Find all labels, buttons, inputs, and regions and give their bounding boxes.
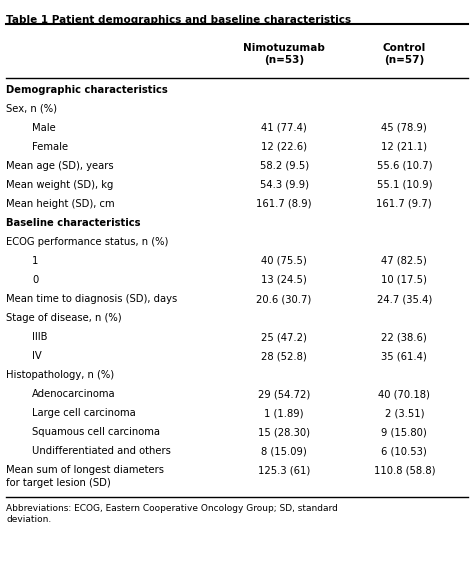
Text: Nimotuzumab
(n=53): Nimotuzumab (n=53) [243,43,325,64]
Text: Mean sum of longest diameters
for target lesion (SD): Mean sum of longest diameters for target… [6,466,164,488]
Text: 8 (15.09): 8 (15.09) [261,447,307,456]
Text: 28 (52.8): 28 (52.8) [261,351,307,361]
Text: IV: IV [32,351,42,361]
Text: Stage of disease, n (%): Stage of disease, n (%) [6,313,122,323]
Text: Adenocarcinoma: Adenocarcinoma [32,389,116,399]
Text: 29 (54.72): 29 (54.72) [258,389,310,399]
Text: Abbreviations: ECOG, Eastern Cooperative Oncology Group; SD, standard
deviation.: Abbreviations: ECOG, Eastern Cooperative… [6,504,338,524]
Text: Mean age (SD), years: Mean age (SD), years [6,161,114,171]
Text: Table 1 Patient demographics and baseline characteristics: Table 1 Patient demographics and baselin… [6,14,351,25]
Text: 12 (21.1): 12 (21.1) [381,142,427,151]
Text: 6 (10.53): 6 (10.53) [382,447,427,456]
Text: 1: 1 [32,256,38,266]
Text: IIIB: IIIB [32,332,47,342]
Text: 25 (47.2): 25 (47.2) [261,332,307,342]
Text: 125.3 (61): 125.3 (61) [258,466,310,476]
Text: 47 (82.5): 47 (82.5) [382,256,427,266]
Text: Male: Male [32,122,56,133]
Text: 58.2 (9.5): 58.2 (9.5) [260,161,309,171]
Text: 40 (70.18): 40 (70.18) [378,389,430,399]
Text: 22 (38.6): 22 (38.6) [382,332,427,342]
Text: 45 (78.9): 45 (78.9) [382,122,427,133]
Text: 10 (17.5): 10 (17.5) [382,275,427,285]
Text: 13 (24.5): 13 (24.5) [261,275,307,285]
Text: 54.3 (9.9): 54.3 (9.9) [260,180,309,190]
Text: Sex, n (%): Sex, n (%) [6,104,57,114]
Text: 55.6 (10.7): 55.6 (10.7) [376,161,432,171]
Text: 35 (61.4): 35 (61.4) [382,351,427,361]
Text: 110.8 (58.8): 110.8 (58.8) [374,466,435,476]
Text: 20.6 (30.7): 20.6 (30.7) [256,294,312,304]
Text: Mean weight (SD), kg: Mean weight (SD), kg [6,180,113,190]
Text: 2 (3.51): 2 (3.51) [384,408,424,418]
Text: 161.7 (8.9): 161.7 (8.9) [256,199,312,209]
Text: 1 (1.89): 1 (1.89) [264,408,304,418]
Text: 161.7 (9.7): 161.7 (9.7) [376,199,432,209]
Text: Female: Female [32,142,68,151]
Text: 24.7 (35.4): 24.7 (35.4) [377,294,432,304]
Text: 12 (22.6): 12 (22.6) [261,142,307,151]
Text: 55.1 (10.9): 55.1 (10.9) [376,180,432,190]
Text: Mean height (SD), cm: Mean height (SD), cm [6,199,115,209]
Text: Histopathology, n (%): Histopathology, n (%) [6,370,114,380]
Text: 40 (75.5): 40 (75.5) [261,256,307,266]
Text: ECOG performance status, n (%): ECOG performance status, n (%) [6,237,168,247]
Text: Large cell carcinoma: Large cell carcinoma [32,408,136,418]
Text: 41 (77.4): 41 (77.4) [261,122,307,133]
Text: Control
(n=57): Control (n=57) [383,43,426,64]
Text: Demographic characteristics: Demographic characteristics [6,85,168,95]
Text: 0: 0 [32,275,38,285]
Text: Mean time to diagnosis (SD), days: Mean time to diagnosis (SD), days [6,294,177,304]
Text: Squamous cell carcinoma: Squamous cell carcinoma [32,427,160,437]
Text: Baseline characteristics: Baseline characteristics [6,218,141,228]
Text: Undifferentiated and others: Undifferentiated and others [32,447,171,456]
Text: 15 (28.30): 15 (28.30) [258,427,310,437]
Text: 9 (15.80): 9 (15.80) [382,427,427,437]
